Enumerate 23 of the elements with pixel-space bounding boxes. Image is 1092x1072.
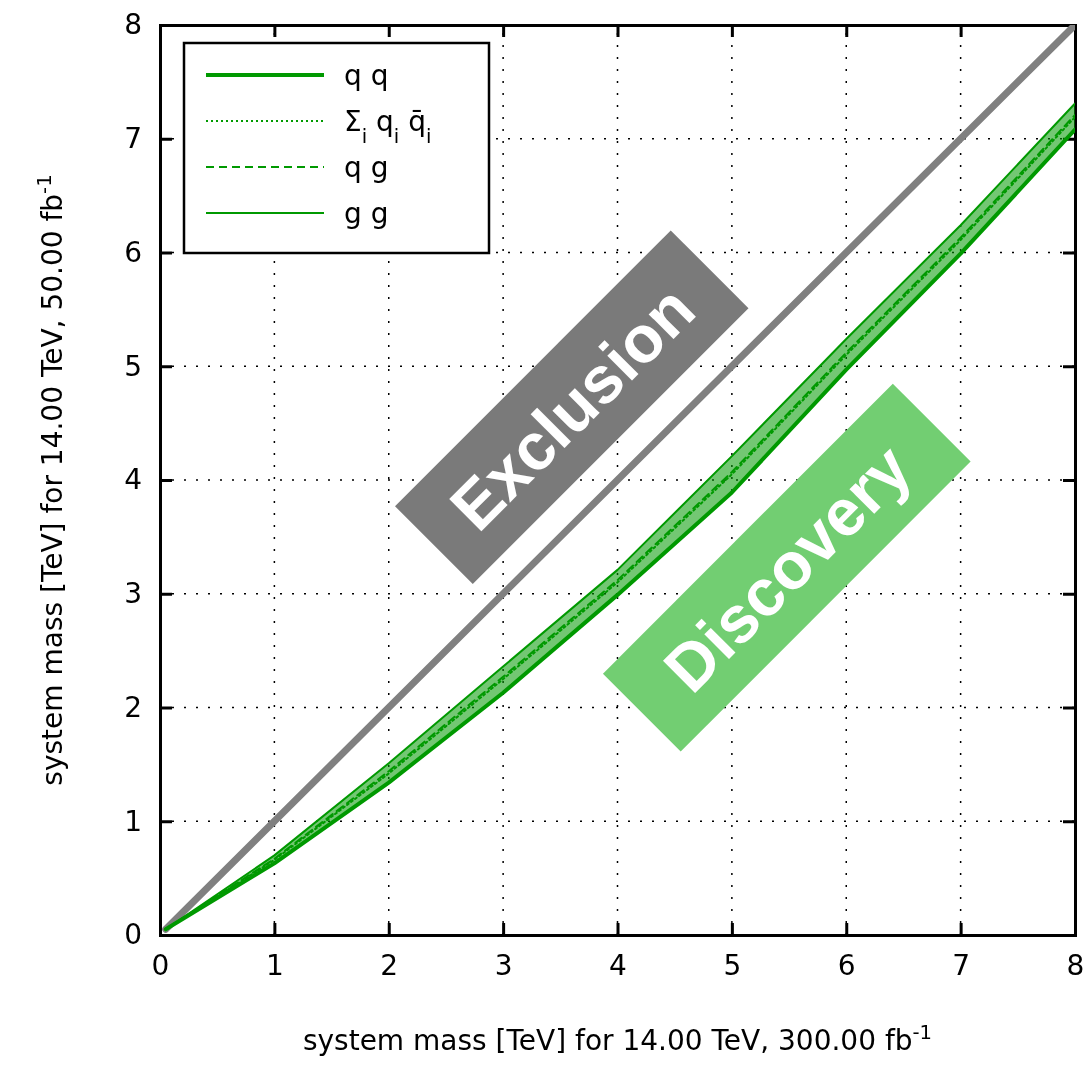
y-tick-label: 8 [124, 8, 142, 42]
y-tick-label: 7 [124, 122, 142, 156]
legend-label: q g [344, 150, 389, 184]
x-tick-label: 5 [723, 948, 742, 982]
y-tick-label: 2 [124, 690, 142, 724]
y-tick-label: 5 [124, 349, 142, 383]
x-tick-label: 2 [380, 948, 399, 982]
x-tick-label: 4 [609, 948, 627, 982]
legend-label: q q [344, 58, 389, 92]
legend-label: g g [344, 196, 389, 230]
y-tick-label: 1 [124, 804, 142, 838]
y-tick-label: 0 [124, 918, 142, 952]
x-tick-label: 0 [151, 948, 170, 982]
x-tick-label: 1 [265, 948, 284, 982]
x-tick-label: 8 [1066, 948, 1085, 982]
x-axis-title: system mass [TeV] for 14.00 TeV, 300.00 fb$^{-1}$ [302, 1020, 933, 1057]
legend-label: Σ$_{i}$ q$_{i}$ q̄$_{i}$ [344, 104, 432, 148]
y-tick-label: 3 [124, 577, 142, 611]
x-tick-label: 6 [837, 948, 856, 982]
x-tick-label: 3 [494, 948, 513, 982]
x-tick-label: 7 [952, 948, 971, 982]
y-tick-label: 4 [124, 463, 142, 497]
y-tick-label: 6 [124, 235, 142, 269]
